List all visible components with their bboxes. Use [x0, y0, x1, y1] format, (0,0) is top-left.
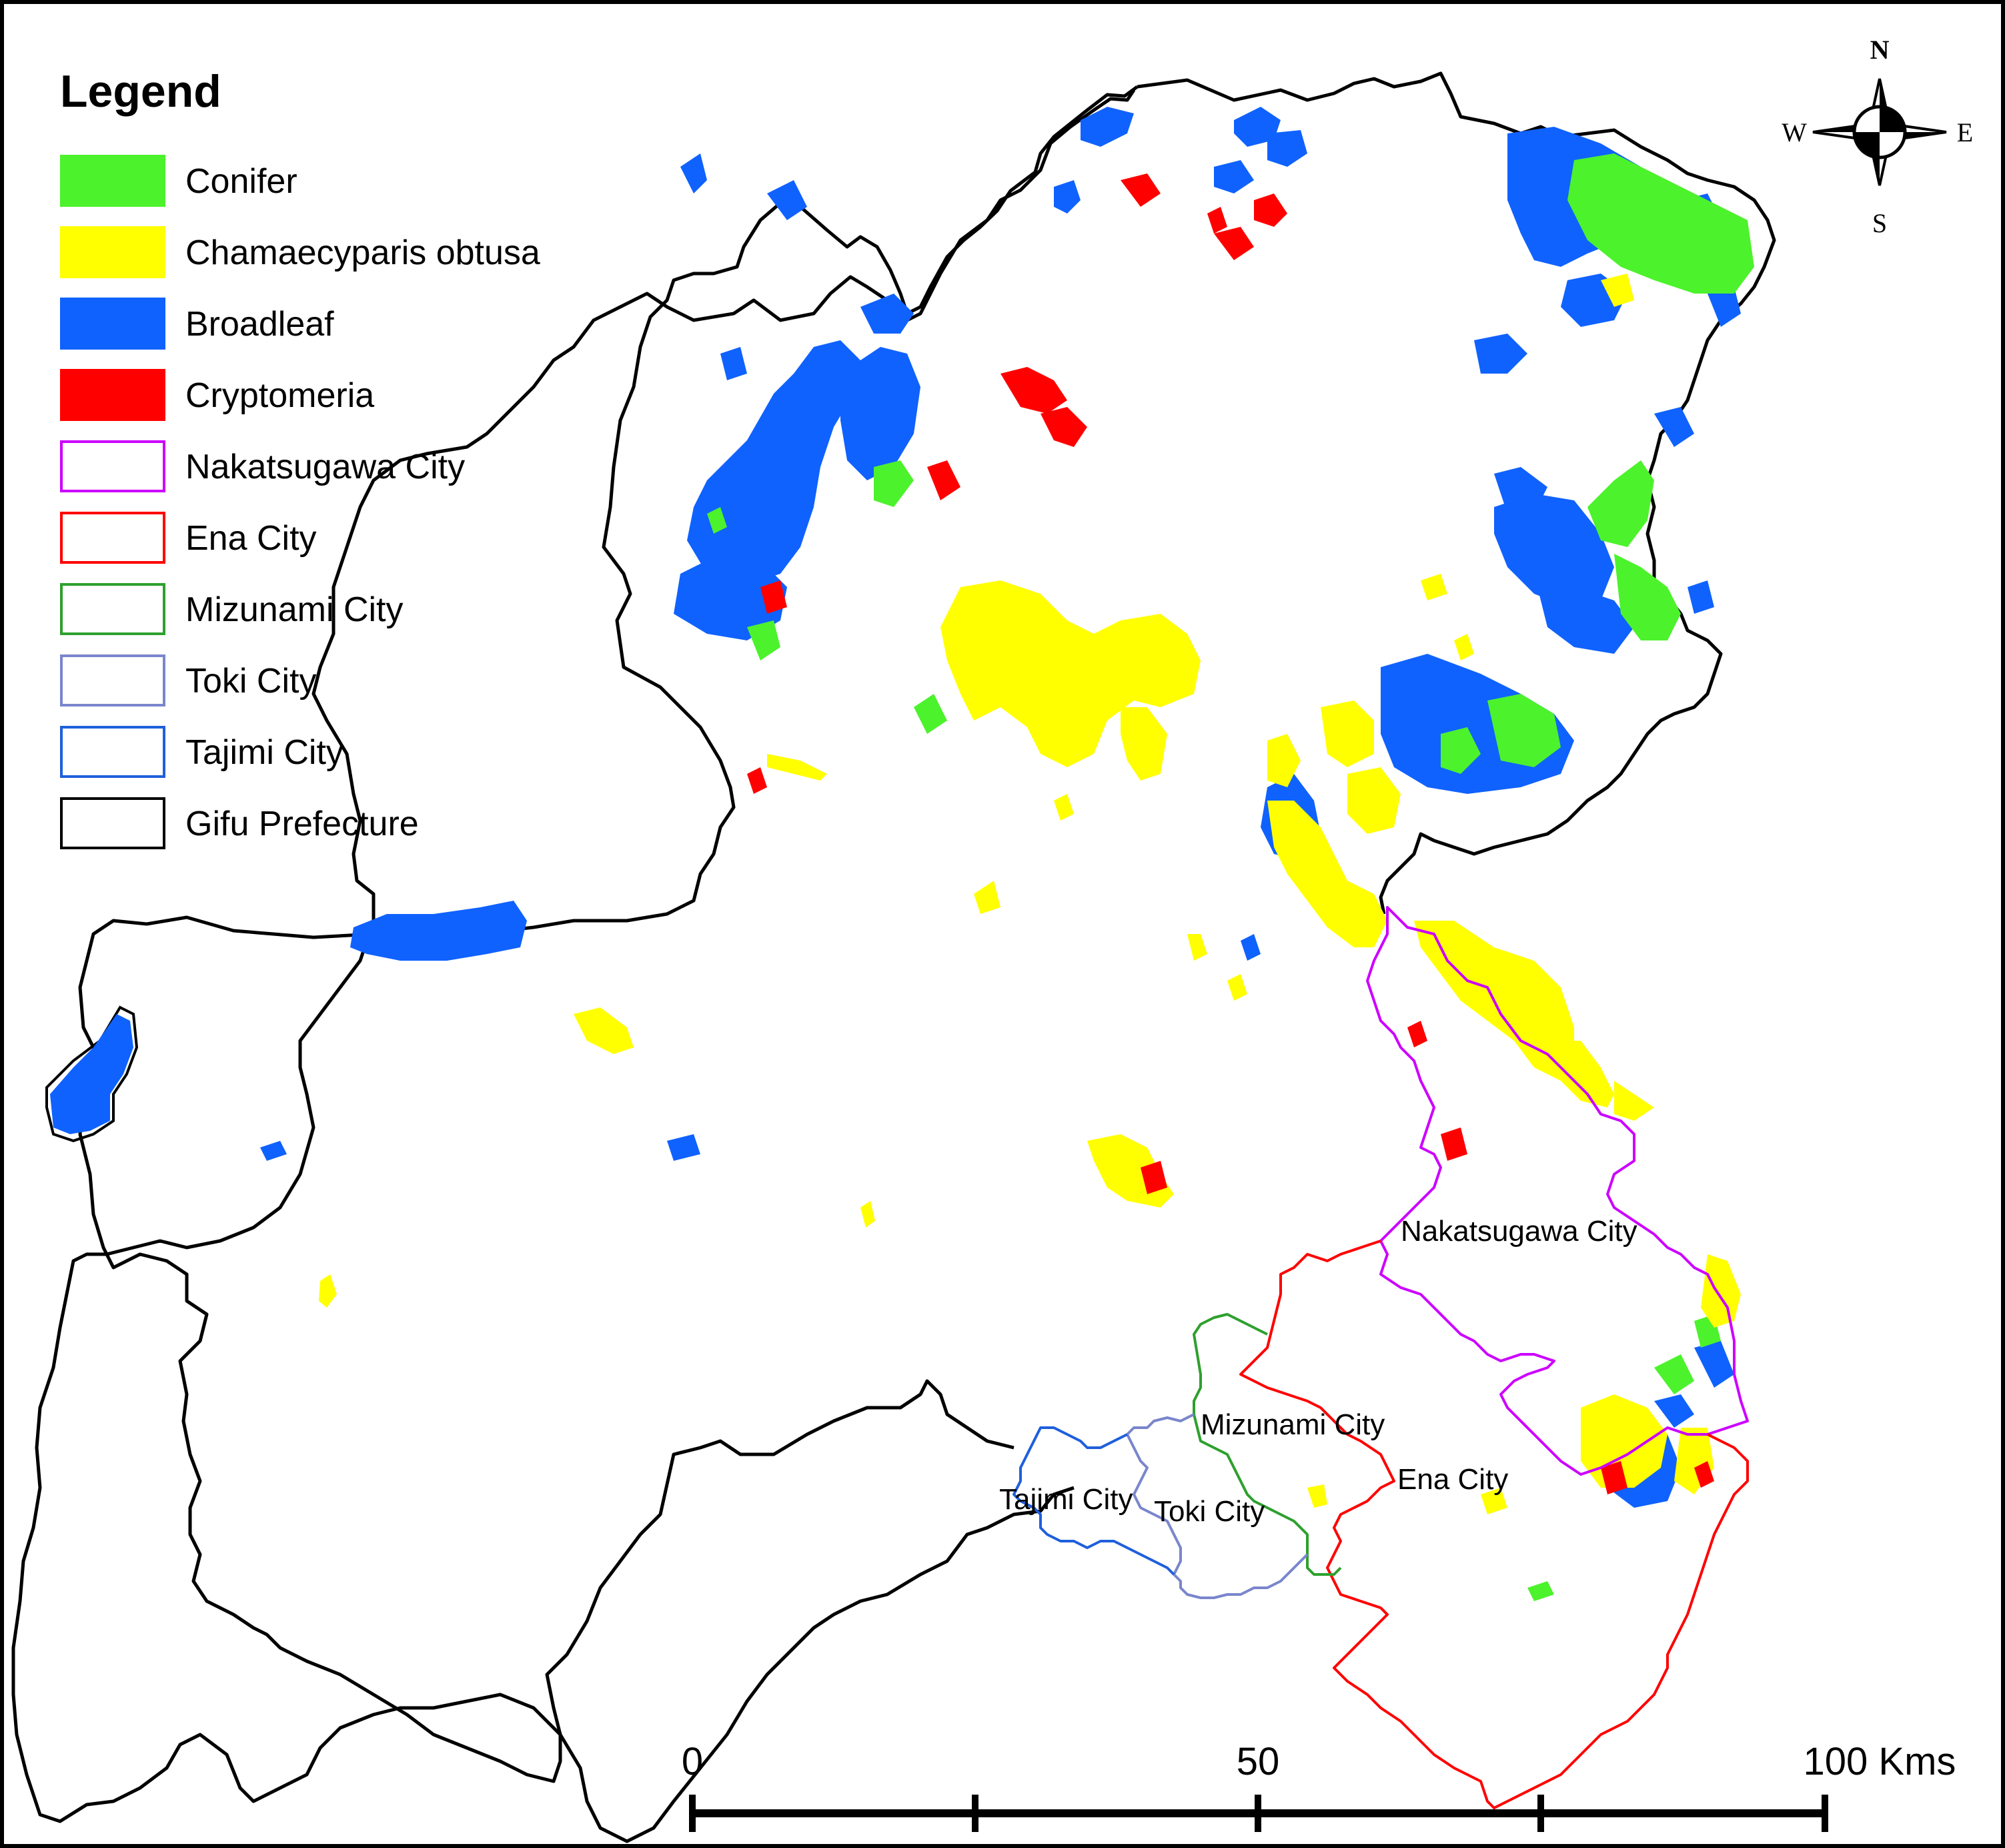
legend-swatch-toki-city	[60, 654, 165, 707]
legend-label-tajimi-city: Tajimi City	[185, 733, 344, 772]
west-label: W	[1782, 117, 1807, 147]
scale-label-50: 50	[1237, 1740, 1280, 1783]
legend-item-nakatsugawa-city: Nakatsugawa City	[60, 440, 465, 492]
nakatsugawa-city-label: Nakatsugawa City	[1401, 1215, 1637, 1248]
legend-swatch-tajimi-city	[60, 726, 165, 778]
legend-item-toki-city: Toki City	[60, 654, 316, 707]
toki-city-label: Toki City	[1154, 1495, 1265, 1528]
scale-label-100: 100 Kms	[1804, 1740, 1956, 1783]
north-label: N	[1870, 35, 1890, 65]
scale-label-0: 0	[682, 1740, 703, 1783]
legend-swatch-gifu-prefecture	[60, 797, 165, 849]
ena-city-label: Ena City	[1397, 1463, 1508, 1496]
north-arrow: N S E W	[1782, 35, 1973, 238]
legend-swatch-ena-city	[60, 512, 165, 564]
legend-swatch-chamaecyparis-obtusa	[60, 226, 165, 278]
mizunami-city-label: Mizunami City	[1201, 1408, 1385, 1441]
legend-swatch-mizunami-city	[60, 583, 165, 635]
conifer-patches	[707, 153, 1754, 1601]
legend-label-mizunami-city: Mizunami City	[185, 590, 404, 629]
legend-swatch-nakatsugawa-city	[60, 440, 165, 492]
legend-item-broadleaf: Broadleaf	[60, 298, 334, 350]
legend-item-chamaecyparis-obtusa: Chamaecyparis obtusa	[60, 226, 540, 278]
legend-title: Legend	[60, 66, 221, 117]
legend-label-ena-city: Ena City	[185, 519, 317, 558]
legend-item-ena-city: Ena City	[60, 512, 317, 564]
scale-bar: 0 50 100 Kms	[682, 1740, 1956, 1832]
nakatsugawa-city-boundary	[1366, 906, 1749, 1476]
legend-swatch-cryptomeria	[60, 369, 165, 421]
legend-item-mizunami-city: Mizunami City	[60, 583, 404, 635]
south-label: S	[1872, 208, 1887, 238]
legend-label-cryptomeria: Cryptomeria	[185, 376, 374, 415]
legend-swatch-conifer	[60, 155, 165, 207]
map-canvas: Nakatsugawa City Mizunami City Ena City …	[11, 35, 1973, 1843]
ena-city-boundary	[1239, 1240, 1749, 1809]
gifu-prefecture-outline	[78, 85, 1139, 1783]
legend-label-toki-city: Toki City	[185, 662, 316, 701]
legend-label-nakatsugawa-city: Nakatsugawa City	[185, 448, 465, 486]
legend: Legend Conifer Chamaecyparis obtusa Broadl…	[60, 66, 540, 849]
legend-label-broadleaf: Broadleaf	[185, 305, 334, 344]
east-label: E	[1957, 117, 1973, 147]
legend-item-cryptomeria: Cryptomeria	[60, 369, 374, 421]
tajimi-city-label: Tajimi City	[999, 1483, 1133, 1516]
legend-item-gifu-prefecture: Gifu Prefecture	[60, 797, 419, 849]
cryptomeria-patches	[747, 173, 1714, 1494]
legend-swatch-broadleaf	[60, 298, 165, 350]
hinoki-patches	[319, 274, 1741, 1514]
mizunami-city-boundary	[1193, 1313, 1342, 1576]
legend-label-gifu-prefecture: Gifu Prefecture	[185, 805, 419, 843]
legend-item-tajimi-city: Tajimi City	[60, 726, 344, 778]
gifu-prefecture-boundary	[11, 89, 1136, 1843]
tajimi-city-boundary	[1013, 1426, 1175, 1576]
legend-label-conifer: Conifer	[185, 162, 297, 201]
toki-city-boundary	[1126, 1413, 1309, 1599]
legend-label-chamaecyparis-obtusa: Chamaecyparis obtusa	[185, 234, 540, 272]
forest-patches	[50, 107, 1754, 1601]
legend-item-conifer: Conifer	[60, 155, 297, 207]
